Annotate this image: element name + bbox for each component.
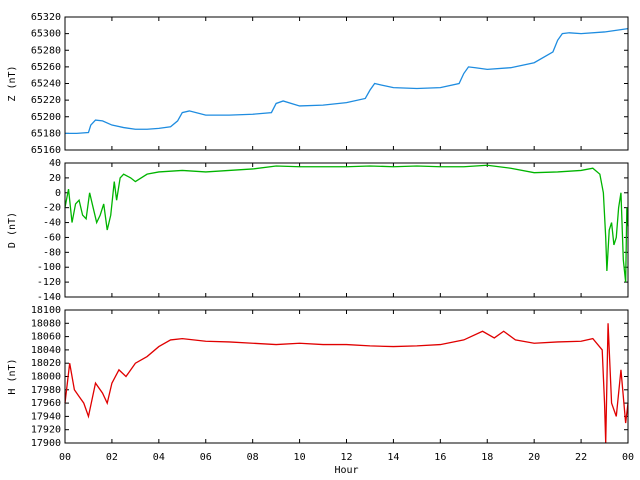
y-tick-label: -100 <box>37 262 61 273</box>
y-tick-label: 65240 <box>31 79 61 90</box>
y-tick-label: 17980 <box>31 385 61 396</box>
y-axis-label: H (nT) <box>7 358 18 394</box>
data-line <box>64 323 629 444</box>
data-line <box>65 27 629 135</box>
y-tick-label: 17960 <box>31 398 61 409</box>
y-tick-label: 18080 <box>31 318 61 329</box>
x-tick-label: 22 <box>575 452 587 463</box>
y-tick-label: 65300 <box>31 29 61 40</box>
y-tick-label: 40 <box>49 158 61 169</box>
y-tick-label: 17940 <box>31 411 61 422</box>
y-tick-label: 17920 <box>31 425 61 436</box>
y-tick-label: -140 <box>37 292 61 303</box>
y-tick-label: 18040 <box>31 345 61 356</box>
y-tick-label: -20 <box>43 203 61 214</box>
x-axis-label: Hour <box>334 465 358 476</box>
x-tick-label: 02 <box>106 452 118 463</box>
y-tick-label: 65200 <box>31 112 61 123</box>
y-tick-label: 18020 <box>31 358 61 369</box>
y-tick-label: 65280 <box>31 45 61 56</box>
x-tick-label: 18 <box>481 452 493 463</box>
y-tick-label: 18000 <box>31 372 61 383</box>
x-tick-label: 08 <box>247 452 259 463</box>
y-tick-label: -60 <box>43 232 61 243</box>
x-tick-label: 06 <box>200 452 212 463</box>
data-line <box>64 164 629 283</box>
x-tick-label: 04 <box>153 452 165 463</box>
x-tick-label: 20 <box>528 452 540 463</box>
y-axis-label: Z (nT) <box>7 65 18 101</box>
y-tick-label: 20 <box>49 173 61 184</box>
x-tick-label: 16 <box>434 452 446 463</box>
y-tick-label: 65160 <box>31 145 61 156</box>
y-tick-label: 0 <box>55 188 61 199</box>
y-tick-label: -40 <box>43 218 61 229</box>
y-tick-label: 65320 <box>31 12 61 23</box>
y-axis-label: D (nT) <box>7 212 18 248</box>
x-tick-label: 14 <box>387 452 399 463</box>
plot-frame <box>64 309 629 444</box>
plot-frame <box>64 162 629 298</box>
x-tick-label: 12 <box>340 452 352 463</box>
y-tick-label: -120 <box>37 277 61 288</box>
y-tick-label: 17900 <box>31 438 61 449</box>
x-tick-label: 00 <box>622 452 634 463</box>
y-tick-label: 65180 <box>31 128 61 139</box>
y-tick-label: 65260 <box>31 62 61 73</box>
y-tick-label: 18060 <box>31 332 61 343</box>
y-tick-label: 65220 <box>31 95 61 106</box>
plot-frame <box>64 16 629 151</box>
y-tick-label: -80 <box>43 247 61 258</box>
x-tick-label: 10 <box>294 452 306 463</box>
y-tick-label: 18100 <box>31 305 61 316</box>
x-tick-label: 00 <box>59 452 71 463</box>
